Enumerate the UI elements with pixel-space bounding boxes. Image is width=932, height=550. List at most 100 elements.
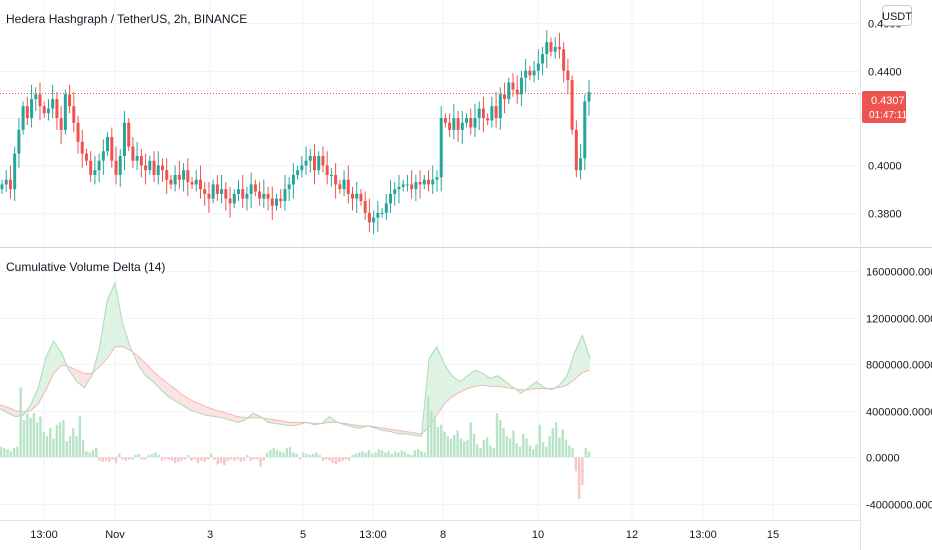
delta-bar <box>55 424 59 458</box>
candle-body <box>435 177 439 180</box>
delta-bar <box>6 449 9 458</box>
candle-body <box>51 99 55 109</box>
delta-bar <box>219 457 223 464</box>
candle-body <box>93 170 97 175</box>
delta-bar <box>374 452 377 458</box>
delta-bar <box>574 457 578 472</box>
candle-body <box>190 182 194 185</box>
candle-body <box>68 94 72 107</box>
candle-body <box>346 179 350 194</box>
time-tick-label: 13:00 <box>359 529 387 541</box>
delta-bar <box>124 457 128 461</box>
delta-bar <box>308 454 311 458</box>
indicator-title[interactable]: Cumulative Volume Delta (14) <box>6 260 165 274</box>
symbol-title[interactable]: Hedera Hashgraph / TetherUS, 2h, BINANCE <box>6 12 247 26</box>
delta-bar <box>98 457 101 461</box>
delta-bar <box>518 446 522 458</box>
delta-bar <box>407 453 410 458</box>
candle-body <box>507 82 511 100</box>
delta-bar <box>462 440 466 458</box>
cvd-fill-segment <box>482 373 491 387</box>
delta-bar <box>449 438 453 458</box>
delta-bar <box>104 457 108 461</box>
cvd-fill-segment <box>53 340 62 374</box>
cvd-line <box>0 281 591 437</box>
delta-bar <box>206 457 210 460</box>
delta-bar <box>39 416 42 458</box>
candle-body <box>532 70 536 76</box>
delta-bar <box>357 452 361 458</box>
delta-bar <box>344 457 348 460</box>
candle-body <box>304 160 308 166</box>
delta-bar <box>167 457 170 460</box>
candle-body <box>351 193 355 199</box>
delta-bar <box>400 450 403 458</box>
delta-bar <box>275 450 279 458</box>
cvd-tick-label: 4000000.0000 <box>866 407 932 419</box>
delta-bar <box>229 457 233 460</box>
delta-bar <box>12 447 16 458</box>
candle-body <box>169 179 173 185</box>
delta-bar <box>216 457 220 465</box>
candle-body <box>414 182 418 190</box>
cvd-fill-segment <box>114 282 123 347</box>
candle-body <box>384 203 388 213</box>
candle-body <box>122 122 126 156</box>
delta-bar <box>78 416 82 458</box>
candle-body <box>182 170 186 180</box>
cvd-fill-segment <box>429 346 437 428</box>
delta-bar <box>295 453 298 458</box>
delta-bar <box>370 453 374 458</box>
candle-body <box>266 193 270 199</box>
delta-bar <box>522 433 525 458</box>
delta-bar <box>393 451 397 458</box>
delta-bar <box>137 453 141 458</box>
candle-body <box>279 198 283 202</box>
candle-body <box>249 184 253 194</box>
delta-bar <box>584 447 587 458</box>
candle-body <box>321 155 325 166</box>
candle-body <box>270 198 274 206</box>
time-tick-label: 3 <box>207 529 213 541</box>
cvd-tick-label: 0.0000 <box>866 453 900 465</box>
candle-body <box>34 94 38 100</box>
currency-button[interactable]: USDT <box>882 5 912 26</box>
candle-body <box>258 191 262 199</box>
candle-body <box>473 118 477 128</box>
delta-bar <box>160 457 164 461</box>
cvd-fill-segment <box>475 370 483 387</box>
delta-bar <box>538 424 541 458</box>
candle-body <box>329 174 333 176</box>
candle-body <box>211 184 215 199</box>
candle-body <box>465 118 469 123</box>
cvd-area <box>0 281 591 437</box>
delta-bar <box>305 453 308 458</box>
cvd-tick-label: 16000000.0000 <box>866 267 932 279</box>
delta-bar <box>423 452 426 458</box>
time-tick-label: 10 <box>532 529 544 541</box>
candle-body <box>541 54 545 64</box>
delta-bar <box>35 422 39 458</box>
delta-bar <box>0 446 3 458</box>
candle-body <box>490 106 494 121</box>
delta-bar <box>380 450 384 458</box>
candle-body <box>215 184 219 194</box>
delta-bar <box>558 437 561 458</box>
delta-bar <box>141 457 144 460</box>
candle-body <box>587 91 591 102</box>
candle-body <box>63 94 67 130</box>
delta-bar <box>390 453 394 458</box>
candle-body <box>160 165 164 171</box>
delta-bar <box>32 413 36 458</box>
cvd-fill-segment <box>490 375 499 387</box>
candle-body <box>80 141 84 154</box>
candle-body <box>431 179 435 185</box>
candle-body <box>372 217 376 223</box>
candlestick-series[interactable] <box>0 30 591 235</box>
delta-bar <box>436 427 440 458</box>
delta-bar <box>492 447 495 458</box>
delta-bar <box>226 457 229 461</box>
candle-body <box>72 106 76 123</box>
candle-body <box>173 174 177 185</box>
